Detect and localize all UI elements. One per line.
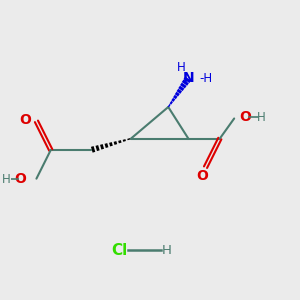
Text: N: N <box>182 71 194 85</box>
Text: H: H <box>256 110 265 124</box>
Text: H: H <box>177 61 185 74</box>
Text: H: H <box>162 244 172 257</box>
Text: Cl: Cl <box>111 243 128 258</box>
Text: H: H <box>2 173 11 186</box>
Text: O: O <box>240 110 252 124</box>
Text: -H: -H <box>200 72 213 85</box>
Text: O: O <box>15 172 27 186</box>
Text: O: O <box>19 113 31 127</box>
Text: O: O <box>197 169 208 183</box>
